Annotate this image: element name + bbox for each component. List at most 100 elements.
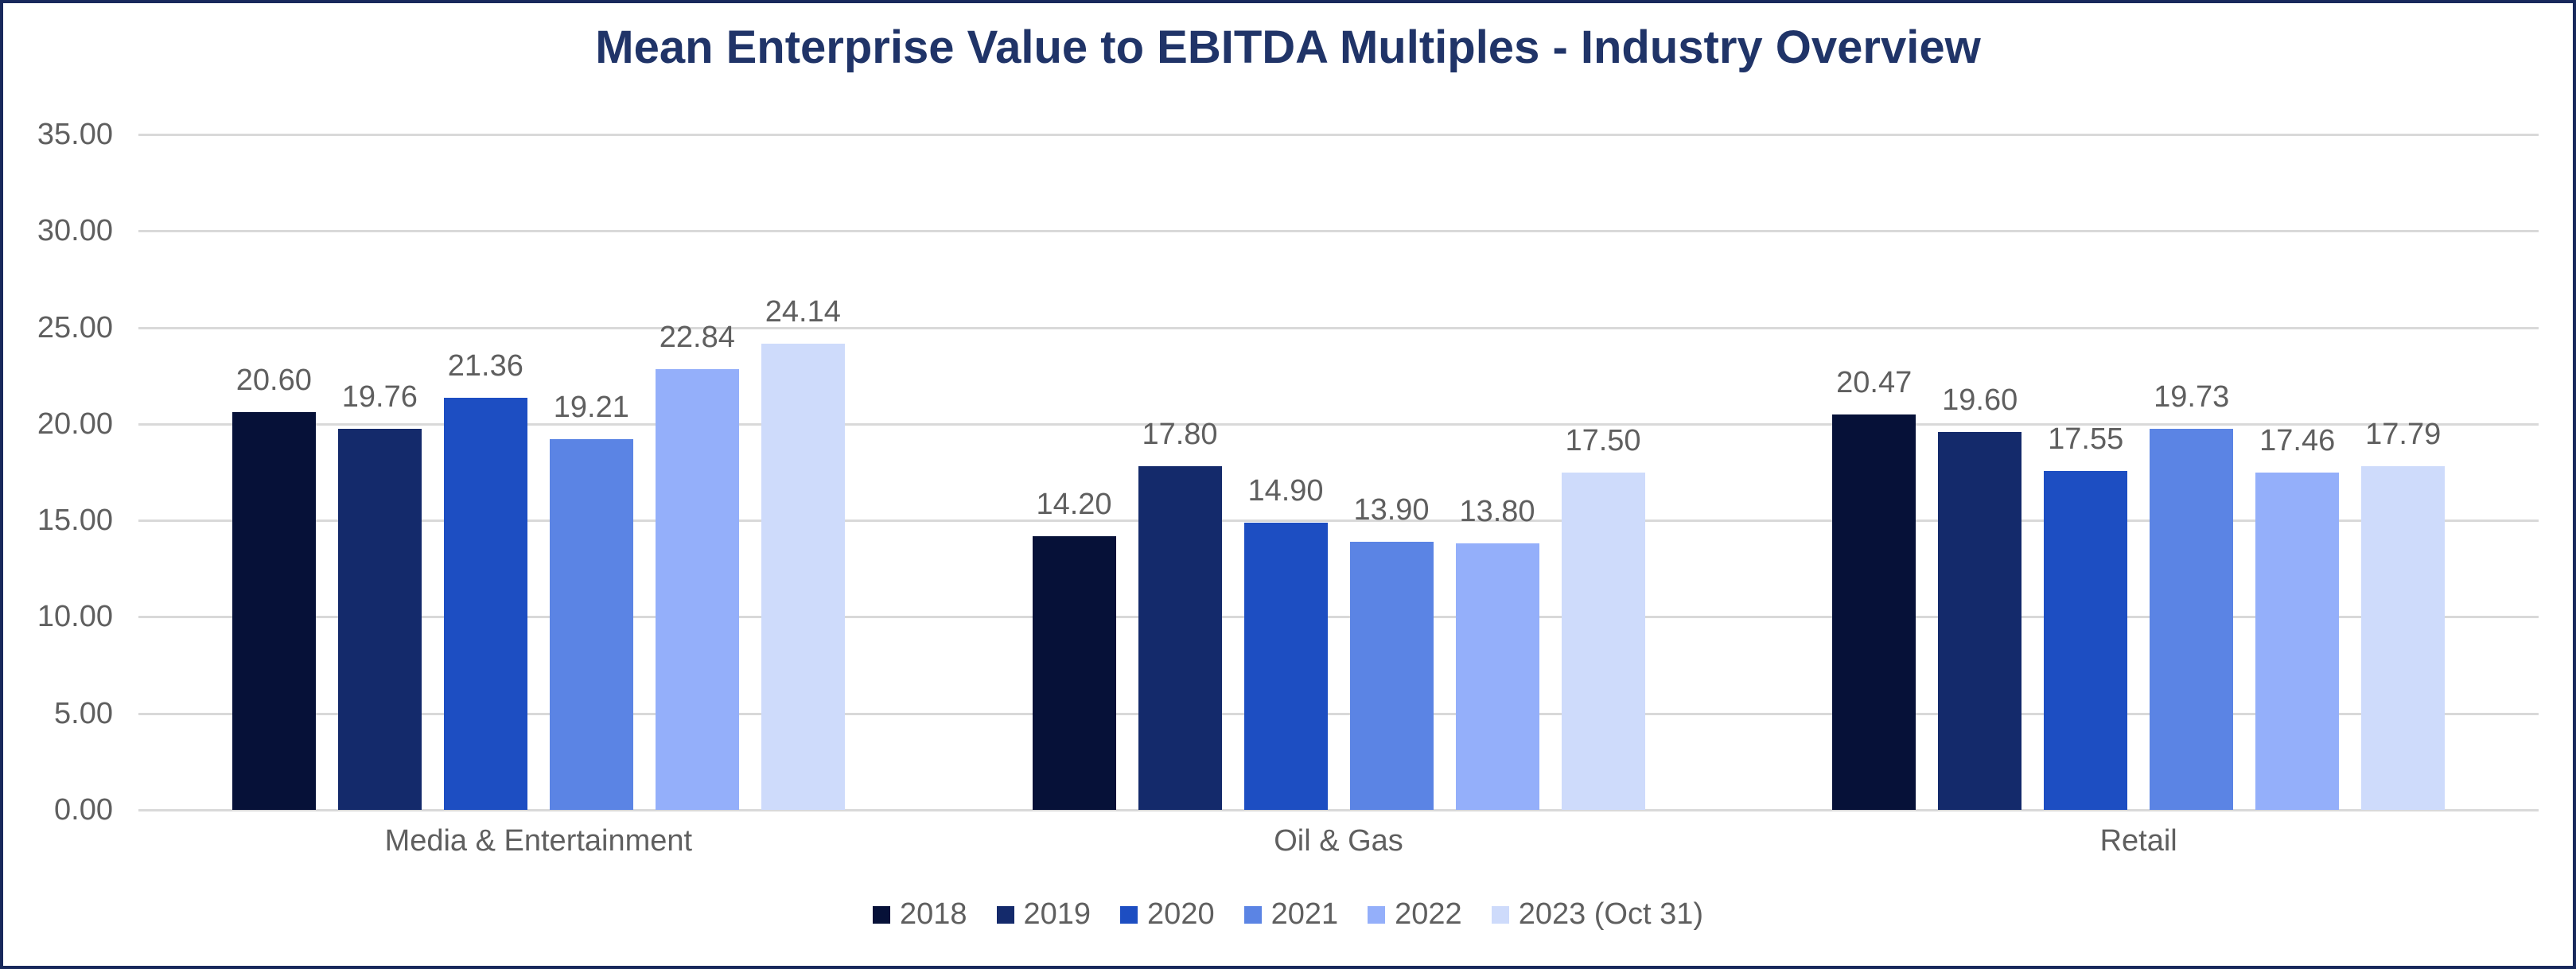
bar-column: 17.80 — [1138, 134, 1222, 810]
bar-column: 20.60 — [232, 134, 316, 810]
legend-item: 2022 — [1368, 897, 1462, 932]
gridline — [138, 616, 2539, 619]
y-axis-tick-label: 20.00 — [37, 407, 113, 441]
gridline — [138, 712, 2539, 715]
gridline — [138, 230, 2539, 233]
y-axis-tick-label: 10.00 — [37, 600, 113, 634]
bar-column: 19.73 — [2150, 134, 2234, 810]
bar-2019 — [1138, 466, 1222, 810]
bar-column: 22.84 — [655, 134, 739, 810]
legend-item: 2021 — [1243, 897, 1339, 932]
gridline — [138, 809, 2539, 811]
bar-2023-oct-31- — [2361, 466, 2446, 810]
bar-2019 — [1938, 431, 2022, 810]
legend-swatch-icon — [996, 905, 1014, 924]
bar-group: 20.47 19.60 17.55 19.73 17.46 17.79 — [1738, 134, 2539, 810]
bar-column: 17.79 — [2361, 134, 2446, 810]
bar-2021 — [549, 439, 633, 810]
bar-2018 — [232, 412, 316, 810]
bar-column: 20.47 — [1832, 134, 1916, 810]
y-axis-tick-label: 25.00 — [37, 310, 113, 344]
bar-column: 19.21 — [549, 134, 633, 810]
legend-swatch-icon — [1491, 905, 1509, 924]
legend-label: 2019 — [1023, 897, 1091, 931]
x-category-label: Oil & Gas — [1274, 824, 1403, 858]
bar-value-label: 22.84 — [659, 320, 735, 354]
bar-value-label: 19.76 — [341, 379, 418, 414]
bar-value-label: 14.20 — [1036, 487, 1112, 521]
bar-column: 14.20 — [1032, 134, 1116, 810]
legend-swatch-icon — [872, 905, 890, 924]
legend-swatch-icon — [1243, 905, 1262, 924]
x-category-label: Media & Entertainment — [384, 824, 693, 858]
bar-2020 — [1243, 522, 1328, 810]
bar-2022 — [2255, 473, 2340, 810]
bar-value-label: 21.36 — [447, 348, 523, 383]
legend-item: 2023 (Oct 31) — [1491, 897, 1704, 932]
bar-value-label: 24.14 — [765, 295, 841, 329]
y-axis-tick-label: 15.00 — [37, 504, 113, 538]
gridline — [138, 134, 2539, 136]
bar-2018 — [1832, 414, 1916, 810]
gridline — [138, 520, 2539, 523]
bar-value-label: 17.55 — [2048, 422, 2124, 457]
bar-column: 21.36 — [443, 134, 527, 810]
bar-column: 19.76 — [337, 134, 422, 810]
bar-column: 17.46 — [2255, 134, 2340, 810]
x-axis: Media & Entertainment Oil & Gas Retail — [138, 824, 2539, 858]
bar-value-label: 13.80 — [1459, 495, 1535, 529]
legend: 2018 2019 2020 2021 2022 2023 (Oct 31) — [3, 897, 2573, 932]
bar-column: 24.14 — [761, 134, 845, 810]
bar-value-label: 17.79 — [2365, 418, 2442, 452]
x-category-label: Retail — [2099, 824, 2177, 858]
bar-groups: 20.60 19.76 21.36 19.21 22.84 24.14 14.20 17.80… — [138, 134, 2539, 810]
bar-value-label: 13.90 — [1353, 492, 1430, 527]
plot-area: 20.60 19.76 21.36 19.21 22.84 24.14 14.20 17.80… — [138, 134, 2539, 811]
gridline — [138, 326, 2539, 329]
bar-column: 17.50 — [1561, 134, 1645, 810]
bar-value-label: 17.50 — [1565, 423, 1641, 457]
bar-2023-oct-31- — [1561, 472, 1645, 810]
bar-2021 — [1349, 541, 1434, 810]
bar-2020 — [443, 397, 527, 810]
bar-2022 — [1455, 543, 1539, 810]
legend-item: 2018 — [872, 897, 967, 932]
legend-swatch-icon — [1368, 905, 1386, 924]
y-axis-tick-label: 5.00 — [54, 696, 113, 730]
y-axis: 0.00 5.00 10.00 15.00 20.00 25.00 30.00 35.00 — [3, 3, 113, 966]
bar-group: 20.60 19.76 21.36 19.21 22.84 24.14 — [138, 134, 939, 810]
bar-2020 — [2044, 471, 2128, 810]
bar-value-label: 20.47 — [1836, 366, 1913, 400]
legend-item: 2020 — [1120, 897, 1215, 932]
bar-column: 13.90 — [1349, 134, 1434, 810]
y-axis-tick-label: 35.00 — [37, 118, 113, 151]
bar-2019 — [337, 428, 422, 810]
legend-label: 2020 — [1147, 897, 1215, 931]
bar-value-label: 14.90 — [1247, 473, 1324, 508]
bar-2022 — [655, 368, 739, 810]
gridline — [138, 422, 2539, 426]
bar-group: 14.20 17.80 14.90 13.90 13.80 17.50 — [939, 134, 1739, 810]
bar-value-label: 19.60 — [1942, 383, 2018, 417]
y-axis-tick-label: 30.00 — [37, 214, 113, 248]
bar-column: 14.90 — [1243, 134, 1328, 810]
legend-label: 2021 — [1270, 897, 1339, 931]
bar-value-label: 17.80 — [1142, 418, 1218, 452]
legend-label: 2018 — [899, 897, 967, 931]
legend-label: 2022 — [1395, 897, 1462, 931]
bar-2018 — [1032, 535, 1116, 810]
legend-swatch-icon — [1120, 905, 1138, 924]
chart-title: Mean Enterprise Value to EBITDA Multiple… — [595, 21, 1981, 73]
bar-2023-oct-31- — [761, 344, 845, 810]
bar-2021 — [2150, 429, 2234, 810]
legend-item: 2019 — [996, 897, 1091, 932]
bar-value-label: 17.46 — [2259, 424, 2336, 458]
legend-label: 2023 (Oct 31) — [1518, 897, 1704, 931]
bar-value-label: 19.73 — [2154, 380, 2230, 414]
bar-value-label: 19.21 — [553, 391, 629, 425]
bar-column: 17.55 — [2044, 134, 2128, 810]
bar-value-label: 20.60 — [235, 364, 312, 398]
bar-column: 19.60 — [1938, 134, 2022, 810]
bar-column: 13.80 — [1455, 134, 1539, 810]
